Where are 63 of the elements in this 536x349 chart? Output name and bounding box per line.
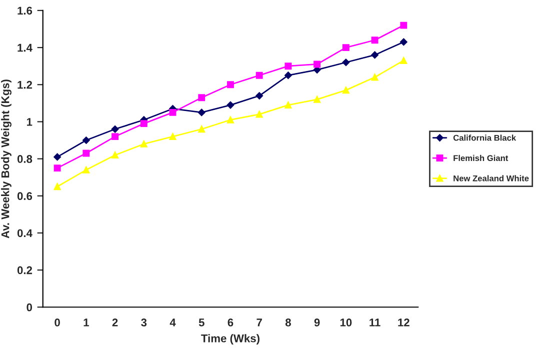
- point: [256, 110, 263, 118]
- point: [256, 72, 263, 79]
- point: [371, 36, 378, 44]
- point: [111, 125, 119, 133]
- x-tick-label: 6: [228, 318, 234, 326]
- point: [82, 136, 90, 144]
- y-tick-label: 0.6: [17, 192, 32, 200]
- point: [314, 60, 321, 68]
- x-tick-label: 12: [398, 318, 410, 326]
- point: [198, 126, 206, 133]
- point: [400, 38, 408, 46]
- point: [400, 57, 408, 64]
- point: [371, 74, 378, 81]
- point: [342, 44, 350, 52]
- y-axis-title: Av. Weekly Body Weight (Kgs): [1, 80, 12, 238]
- y-tick-label: 1.2: [18, 80, 32, 89]
- point: [284, 102, 292, 108]
- x-axis-title: Time (Wks): [201, 334, 260, 344]
- x-tick-label: 9: [314, 318, 320, 326]
- point: [82, 150, 90, 157]
- point: [314, 96, 321, 103]
- y-tick-label: 0.8: [17, 155, 32, 163]
- point: [284, 72, 292, 80]
- x-tick-label: 7: [256, 318, 262, 326]
- legend-label: New Zealand White: [454, 175, 529, 182]
- x-tick-label: 10: [340, 318, 352, 326]
- y-tick-label: 1: [26, 118, 32, 126]
- point: [112, 152, 119, 159]
- point: [226, 101, 234, 109]
- point: [54, 183, 61, 190]
- x-tick-label: 1: [84, 318, 89, 326]
- point: [342, 86, 350, 94]
- x-tick-label: 5: [198, 318, 204, 326]
- point: [112, 133, 119, 140]
- y-tick-label: 0: [26, 303, 32, 312]
- x-tick-label: 4: [170, 318, 176, 326]
- point: [227, 81, 234, 88]
- point: [169, 108, 176, 116]
- x-tick-label: 0: [54, 318, 60, 326]
- y-tick-label: 1.6: [18, 6, 32, 15]
- x-tick-label: 3: [141, 318, 147, 326]
- x-tick-label: 2: [112, 318, 118, 326]
- point: [198, 94, 206, 102]
- point: [82, 166, 90, 174]
- y-tick-label: 0.4: [17, 229, 32, 238]
- legend-label: Flemish Giant: [454, 154, 508, 162]
- point: [371, 51, 378, 59]
- point: [198, 108, 206, 116]
- point: [342, 58, 350, 66]
- point: [284, 62, 292, 70]
- point: [54, 153, 61, 161]
- y-tick-label: 1.4: [18, 44, 32, 52]
- legend-label: California Black: [453, 134, 516, 141]
- x-tick-label: 8: [285, 318, 291, 326]
- point: [140, 140, 148, 148]
- point: [169, 133, 176, 140]
- point: [256, 92, 263, 100]
- x-tick-label: 11: [370, 318, 380, 326]
- point: [400, 22, 408, 29]
- point: [140, 120, 148, 128]
- point: [227, 116, 234, 124]
- y-tick-label: 0.2: [17, 266, 32, 274]
- point: [54, 164, 61, 172]
